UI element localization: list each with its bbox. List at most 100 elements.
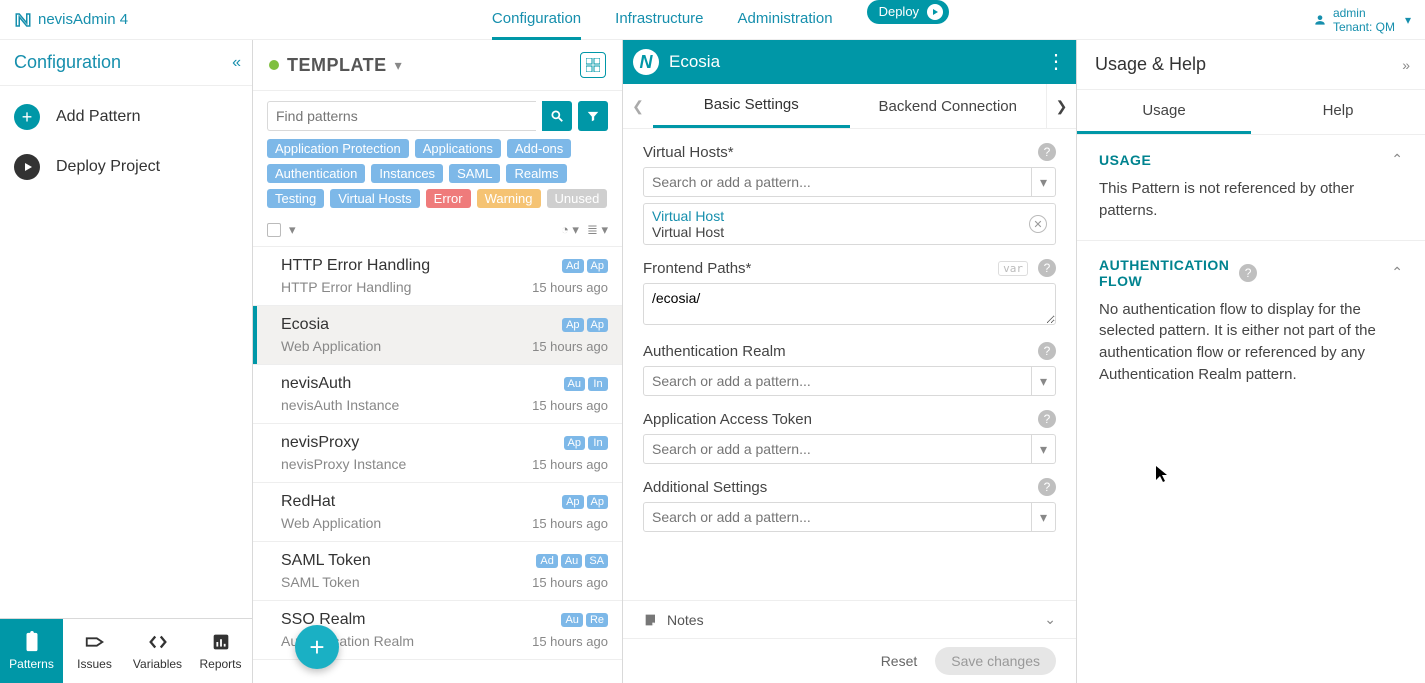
help-icon[interactable]: ? — [1038, 342, 1056, 360]
expand-panel-icon[interactable]: » — [1402, 57, 1407, 73]
pattern-subtitle: nevisAuth Instance — [281, 397, 532, 413]
badge: Au — [564, 377, 585, 391]
chevron-down-icon[interactable]: ▾ — [1032, 167, 1056, 197]
pattern-time: 15 hours ago — [532, 339, 608, 354]
pattern-title: HTTP Error Handling — [281, 257, 562, 275]
filter-tag[interactable]: Applications — [415, 139, 501, 158]
project-selector[interactable]: TEMPLATE ▾ — [253, 40, 622, 91]
filter-tags: Application Protection Applications Add-on… — [253, 135, 622, 218]
auth-flow-text: No authentication flow to display for th… — [1099, 299, 1403, 386]
notes-label: Notes — [667, 612, 704, 628]
bottom-tab-reports[interactable]: Reports — [189, 619, 252, 683]
sort-menu[interactable]: ◔ ▾ — [561, 222, 579, 238]
code-icon — [147, 631, 169, 653]
filter-tag[interactable]: Authentication — [267, 164, 365, 183]
usage-heading: USAGE — [1099, 152, 1391, 168]
additional-settings-input[interactable] — [643, 502, 1032, 532]
virtual-hosts-input[interactable] — [643, 167, 1032, 197]
help-icon[interactable]: ? — [1038, 478, 1056, 496]
editor-column: N Ecosia ⋮ ❮ Basic Settings Backend Conn… — [623, 40, 1077, 683]
app-logo[interactable]: nevisAdmin 4 — [14, 11, 128, 29]
pattern-list-item[interactable]: nevisAuthAuIn nevisAuth Instance15 hours… — [253, 365, 622, 424]
select-all-checkbox[interactable] — [267, 223, 281, 237]
kebab-menu-icon[interactable]: ⋮ — [1046, 52, 1066, 72]
tab-backend-connection[interactable]: Backend Connection — [850, 86, 1047, 127]
deploy-button[interactable]: Deploy — [867, 0, 949, 24]
bottom-tab-variables[interactable]: Variables — [126, 619, 189, 683]
pattern-list-item[interactable]: HTTP Error HandlingAdAp HTTP Error Handl… — [253, 247, 622, 306]
filter-tag[interactable]: Testing — [267, 189, 324, 208]
badge: In — [588, 436, 608, 450]
clipboard-icon — [21, 631, 43, 653]
grid-view-icon[interactable] — [580, 52, 606, 78]
help-icon[interactable]: ? — [1038, 410, 1056, 428]
remove-ref-icon[interactable]: ✕ — [1029, 215, 1047, 233]
add-pattern-fab[interactable]: + — [295, 625, 339, 669]
pattern-search-input[interactable] — [267, 101, 536, 131]
chevron-up-icon[interactable]: ⌃ — [1391, 264, 1403, 281]
filter-tag[interactable]: Virtual Hosts — [330, 189, 419, 208]
right-tab-usage[interactable]: Usage — [1077, 90, 1251, 134]
tabs-scroll-left[interactable]: ❮ — [623, 84, 653, 128]
notes-toggle[interactable]: Notes ⌄ — [623, 600, 1076, 638]
tab-basic-settings[interactable]: Basic Settings — [653, 84, 850, 128]
topnav-configuration[interactable]: Configuration — [492, 0, 581, 40]
chevron-down-icon[interactable]: ▾ — [1032, 502, 1056, 532]
help-icon[interactable]: ? — [1239, 264, 1257, 282]
pattern-list-item[interactable]: SAML TokenAdAuSA SAML Token15 hours ago — [253, 542, 622, 601]
search-button[interactable] — [542, 101, 572, 131]
filter-tag[interactable]: Unused — [547, 189, 608, 208]
badge: Ap — [562, 318, 583, 332]
right-tab-help[interactable]: Help — [1251, 90, 1425, 134]
bottom-tab-patterns[interactable]: Patterns — [0, 619, 63, 683]
chevron-down-icon[interactable]: ▾ — [289, 222, 296, 238]
frontend-paths-input[interactable] — [643, 283, 1056, 325]
auth-realm-label: Authentication Realm — [643, 343, 1032, 360]
nevis-logo-icon — [14, 11, 32, 29]
chevron-up-icon[interactable]: ⌃ — [1391, 151, 1403, 168]
tabs-scroll-right[interactable]: ❯ — [1046, 84, 1076, 128]
filter-tag[interactable]: Realms — [506, 164, 566, 183]
deploy-project-button[interactable]: Deploy Project — [0, 142, 252, 192]
help-icon[interactable]: ? — [1038, 259, 1056, 277]
reset-button[interactable]: Reset — [881, 653, 918, 669]
filter-tag[interactable]: Warning — [477, 189, 541, 208]
pattern-time: 15 hours ago — [532, 280, 608, 295]
filter-button[interactable] — [578, 101, 608, 131]
help-icon[interactable]: ? — [1038, 143, 1056, 161]
filter-tag[interactable]: Error — [426, 189, 471, 208]
filter-tag[interactable]: Application Protection — [267, 139, 409, 158]
collapse-sidebar-icon[interactable]: « — [232, 54, 238, 72]
save-button[interactable]: Save changes — [935, 647, 1056, 675]
tenant-menu[interactable]: admin Tenant: QM ▾ — [1313, 6, 1411, 34]
chevron-down-icon: ▾ — [1405, 13, 1411, 27]
chevron-down-icon[interactable]: ▾ — [1032, 366, 1056, 396]
app-token-input[interactable] — [643, 434, 1032, 464]
note-icon — [643, 612, 659, 628]
add-pattern-button[interactable]: Add Pattern — [0, 92, 252, 142]
pattern-list-item[interactable]: RedHatApAp Web Application15 hours ago — [253, 483, 622, 542]
badge: Re — [586, 613, 608, 627]
filter-tag[interactable]: SAML — [449, 164, 500, 183]
filter-tag[interactable]: Instances — [371, 164, 443, 183]
view-menu[interactable]: ≣ ▾ — [587, 222, 608, 238]
pattern-title: nevisAuth — [281, 375, 564, 393]
topnav-administration[interactable]: Administration — [738, 0, 833, 40]
filter-tag[interactable]: Add-ons — [507, 139, 571, 158]
auth-realm-input[interactable] — [643, 366, 1032, 396]
chevron-down-icon[interactable]: ▾ — [1032, 434, 1056, 464]
topnav-infrastructure[interactable]: Infrastructure — [615, 0, 703, 40]
badge: Ap — [564, 436, 585, 450]
bottom-tab-issues[interactable]: Issues — [63, 619, 126, 683]
editor-title: Ecosia — [669, 52, 1036, 72]
var-pill[interactable]: var — [998, 261, 1028, 276]
pattern-list-item[interactable]: nevisProxyApIn nevisProxy Instance15 hou… — [253, 424, 622, 483]
pattern-list-item[interactable]: EcosiaApAp Web Application15 hours ago — [253, 306, 622, 365]
pattern-list-column: TEMPLATE ▾ Application ProtectionApplica… — [253, 40, 623, 683]
chevron-down-icon: ▾ — [395, 57, 402, 74]
tenant-user: admin — [1333, 6, 1395, 20]
badge: In — [588, 377, 608, 391]
bottom-tab-label: Patterns — [9, 657, 54, 671]
bottom-tabs: Patterns Issues Variables Reports — [0, 618, 252, 683]
virtual-host-link[interactable]: Virtual Host — [652, 208, 1029, 224]
